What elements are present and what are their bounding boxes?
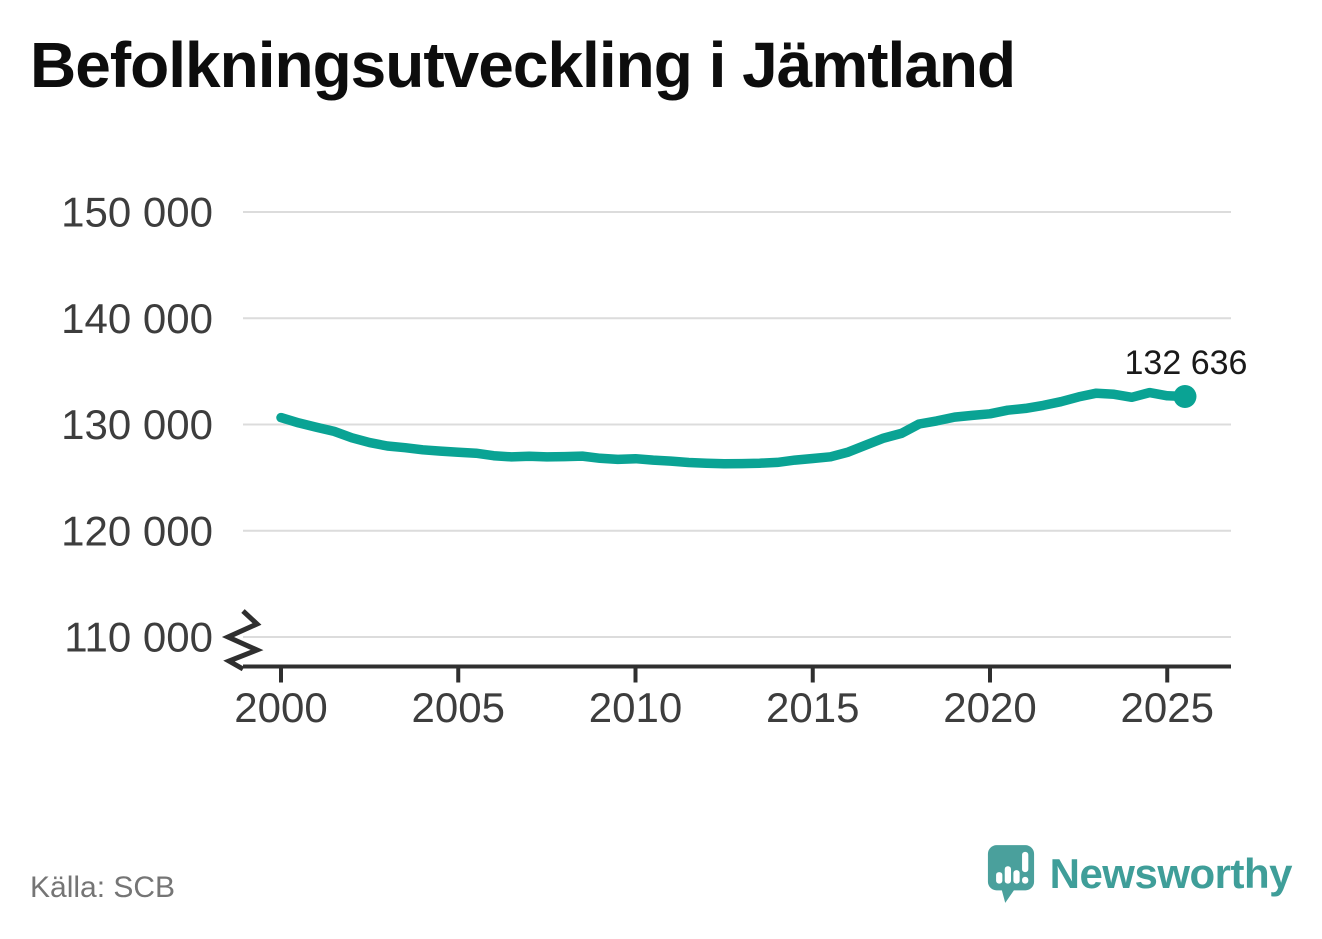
x-tick-label: 2000 — [234, 684, 327, 731]
source-label: Källa: SCB — [30, 871, 176, 904]
x-tick-label: 2010 — [589, 684, 682, 731]
x-axis-labels: 2000 2005 2010 2015 2020 2025 — [234, 684, 1214, 731]
x-tick-label: 2020 — [943, 684, 1036, 731]
gridlines — [243, 211, 1231, 638]
page-title: Befolkningsutveckling i Jämtland — [30, 29, 1016, 101]
y-tick-label: 130 000 — [61, 401, 213, 448]
x-tick-label: 2015 — [766, 684, 859, 731]
y-axis-labels: 150 000 140 000 130 000 120 000 110 000 — [61, 189, 213, 661]
axis-break-icon — [221, 609, 264, 672]
y-tick-label: 150 000 — [61, 189, 213, 236]
y-tick-label: 110 000 — [64, 614, 213, 661]
x-tick-label: 2005 — [412, 684, 505, 731]
y-tick-label: 120 000 — [61, 507, 213, 554]
population-line — [276, 387, 1190, 469]
newsworthy-bubble-chart-icon — [987, 845, 1034, 903]
newsworthy-logo: Newsworthy — [986, 843, 1293, 905]
endpoint-value-label: 132 636 — [1125, 344, 1248, 382]
x-axis — [221, 609, 1231, 683]
x-tick-label: 2025 — [1121, 684, 1214, 731]
data-series: 132 636 — [276, 344, 1248, 469]
newsworthy-wordmark: Newsworthy — [1049, 850, 1293, 897]
y-tick-label: 140 000 — [61, 295, 213, 342]
endpoint-marker — [1173, 384, 1197, 408]
